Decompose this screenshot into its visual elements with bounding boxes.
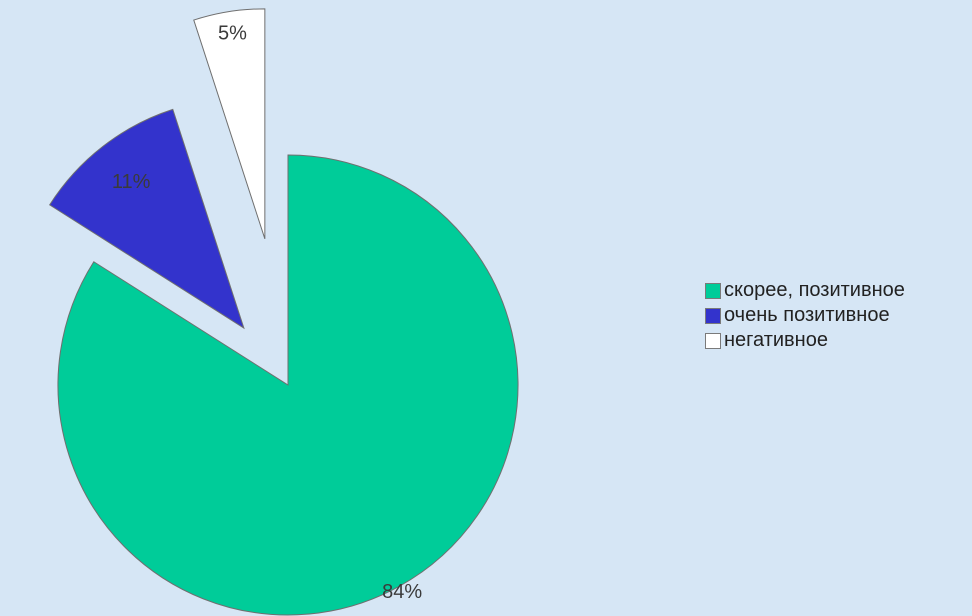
chart-legend: скорее, позитивное очень позитивное нега… bbox=[705, 278, 905, 353]
legend-item-somewhat-positive: скорее, позитивное bbox=[705, 278, 905, 303]
data-label-somewhat-positive: 84% bbox=[382, 581, 422, 603]
legend-swatch-very-positive bbox=[705, 307, 721, 324]
legend-label-somewhat-positive: скорее, позитивное bbox=[724, 279, 905, 301]
pie-slice-somewhat-positive bbox=[57, 154, 519, 616]
data-label-very-positive: 11% bbox=[112, 171, 151, 193]
pie-slice-very-positive bbox=[48, 108, 245, 330]
pie-slice-negative bbox=[193, 8, 266, 239]
legend-swatch-negative bbox=[705, 332, 721, 349]
data-label-negative: 5% bbox=[218, 23, 247, 45]
legend-swatch-somewhat-positive bbox=[705, 282, 721, 299]
legend-item-negative: негативное bbox=[705, 328, 905, 353]
legend-label-negative: негативное bbox=[724, 329, 828, 351]
legend-item-very-positive: очень позитивное bbox=[705, 303, 905, 328]
legend-label-very-positive: очень позитивное bbox=[724, 304, 890, 326]
